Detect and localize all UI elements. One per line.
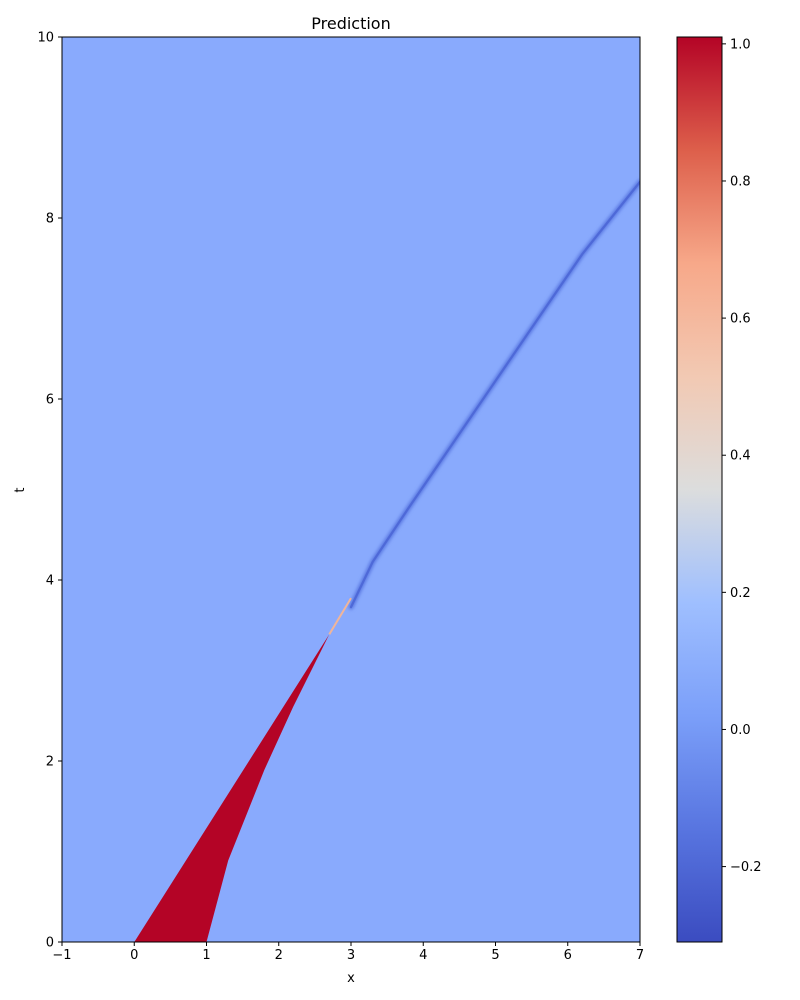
colorbar-tick-label: 0.8 <box>730 174 751 189</box>
y-axis-label: t <box>13 487 28 492</box>
negative-front-core <box>349 180 640 609</box>
plot-background <box>62 37 640 942</box>
transition-line <box>328 597 352 635</box>
x-tick-label: 1 <box>202 948 210 963</box>
colorbar-tick-label: 0.6 <box>730 312 751 327</box>
x-axis-label: x <box>347 971 355 986</box>
x-axis-ticks: −1 0 1 2 3 4 5 6 7 <box>52 942 644 963</box>
chart-title: Prediction <box>311 14 390 33</box>
y-axis-ticks: 0 2 4 6 8 10 <box>37 31 62 951</box>
x-tick-label: 5 <box>491 948 499 963</box>
x-tick-label: 2 <box>275 948 283 963</box>
colorbar-tick-label: 1.0 <box>730 37 751 52</box>
colorbar-ticks: −0.2 0.0 0.2 0.4 0.6 0.8 1.0 <box>722 37 762 875</box>
x-tick-label: 0 <box>130 948 138 963</box>
y-tick-label: 0 <box>46 936 54 951</box>
y-tick-label: 6 <box>46 393 54 408</box>
x-tick-label: 3 <box>347 948 355 963</box>
y-tick-label: 4 <box>46 574 54 589</box>
colorbar-tick-label: 0.2 <box>730 586 751 601</box>
colorbar-tick-label: 0.4 <box>730 449 751 464</box>
colorbar-tick-label: 0.0 <box>730 723 751 738</box>
colorbar-tick-label: −0.2 <box>730 860 762 875</box>
y-tick-label: 2 <box>46 755 54 770</box>
plot-area <box>62 37 640 942</box>
x-tick-label: 7 <box>636 948 644 963</box>
x-tick-label: −1 <box>52 948 71 963</box>
colorbar <box>676 36 723 943</box>
x-tick-label: 4 <box>419 948 427 963</box>
y-tick-label: 8 <box>46 212 54 227</box>
x-tick-label: 6 <box>564 948 572 963</box>
y-tick-label: 10 <box>37 31 54 46</box>
high-value-region <box>134 634 330 942</box>
